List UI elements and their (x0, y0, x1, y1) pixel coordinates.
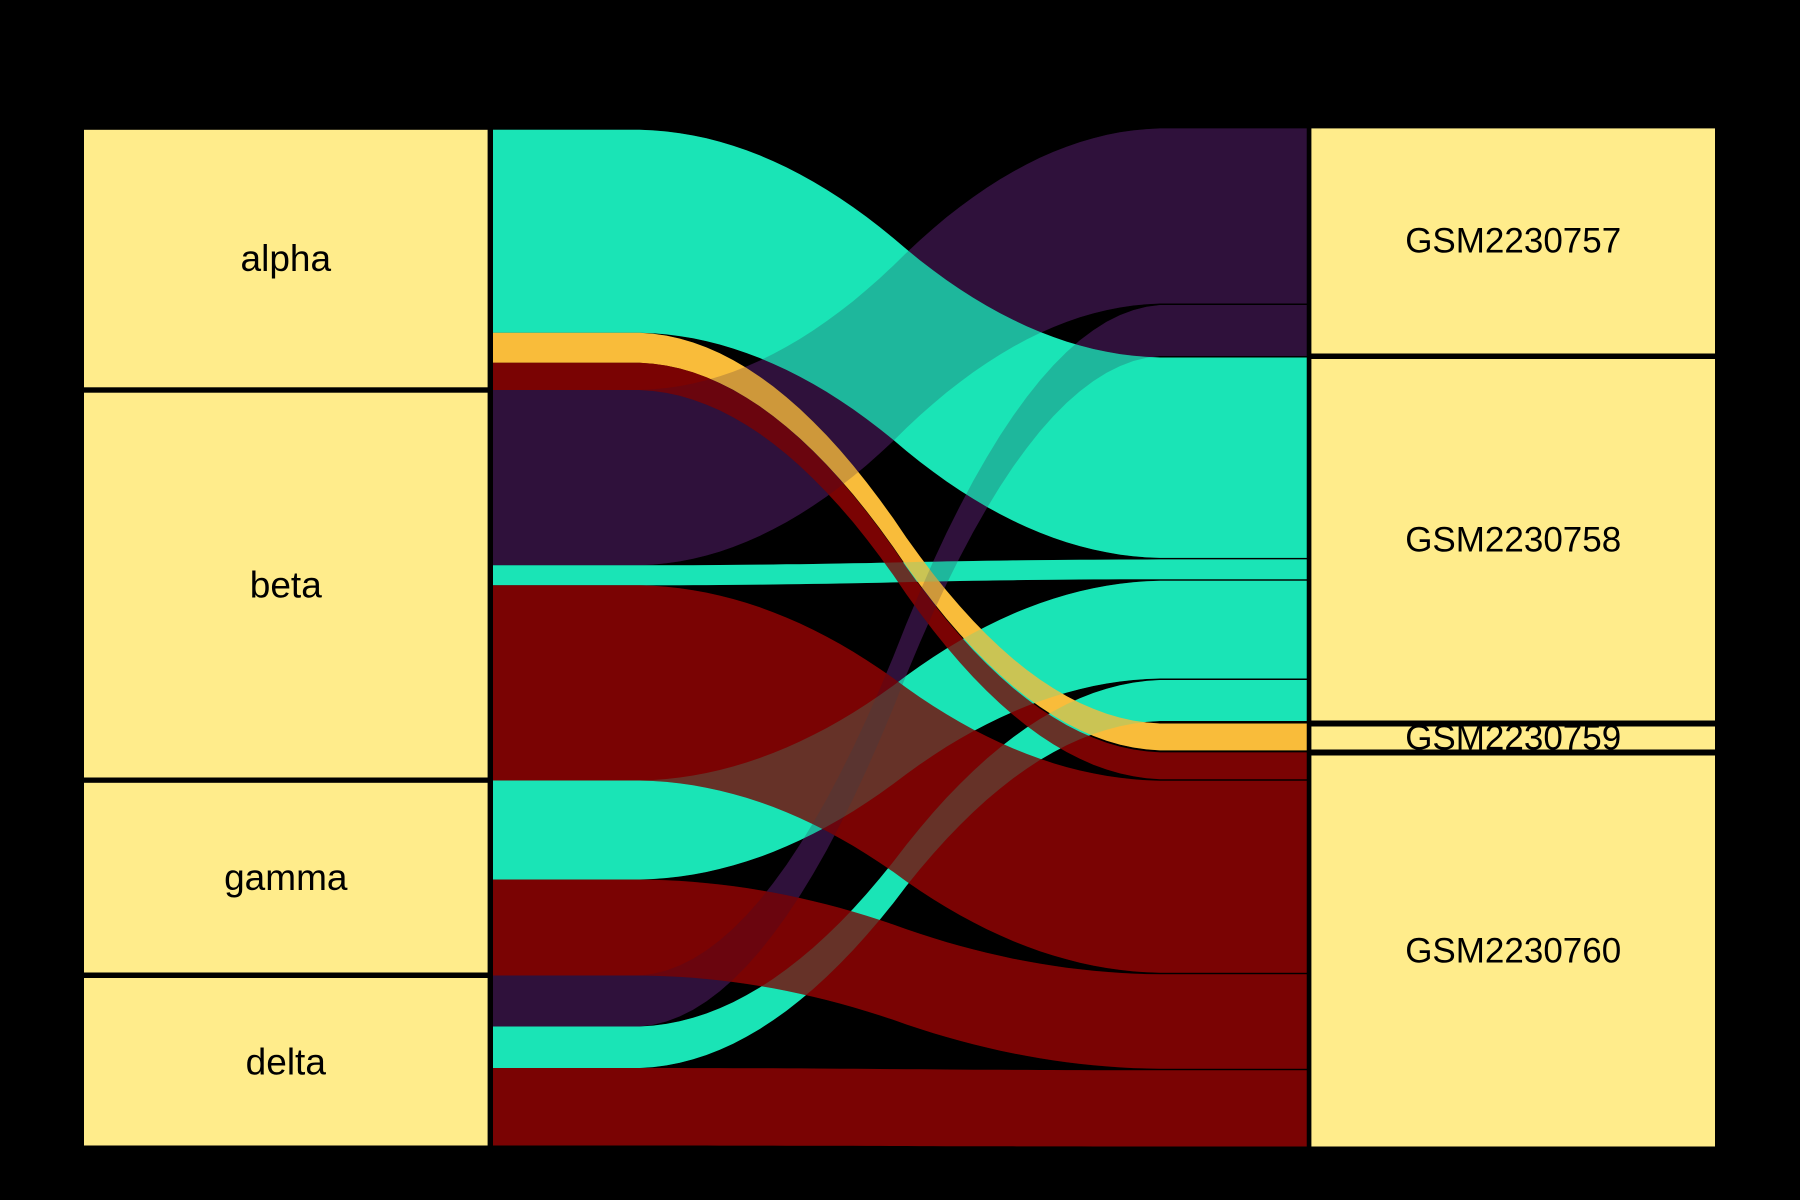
svg-text:GSM2230758: GSM2230758 (1405, 520, 1621, 559)
svg-text:GSM2230759: GSM2230759 (1405, 719, 1621, 758)
svg-text:beta: beta (250, 565, 322, 606)
svg-text:GSM2230760: GSM2230760 (1405, 932, 1621, 971)
svg-text:alpha: alpha (241, 238, 332, 279)
svg-text:gamma: gamma (224, 857, 348, 898)
svg-text:GSM2230757: GSM2230757 (1405, 221, 1621, 260)
svg-text:delta: delta (246, 1041, 327, 1082)
